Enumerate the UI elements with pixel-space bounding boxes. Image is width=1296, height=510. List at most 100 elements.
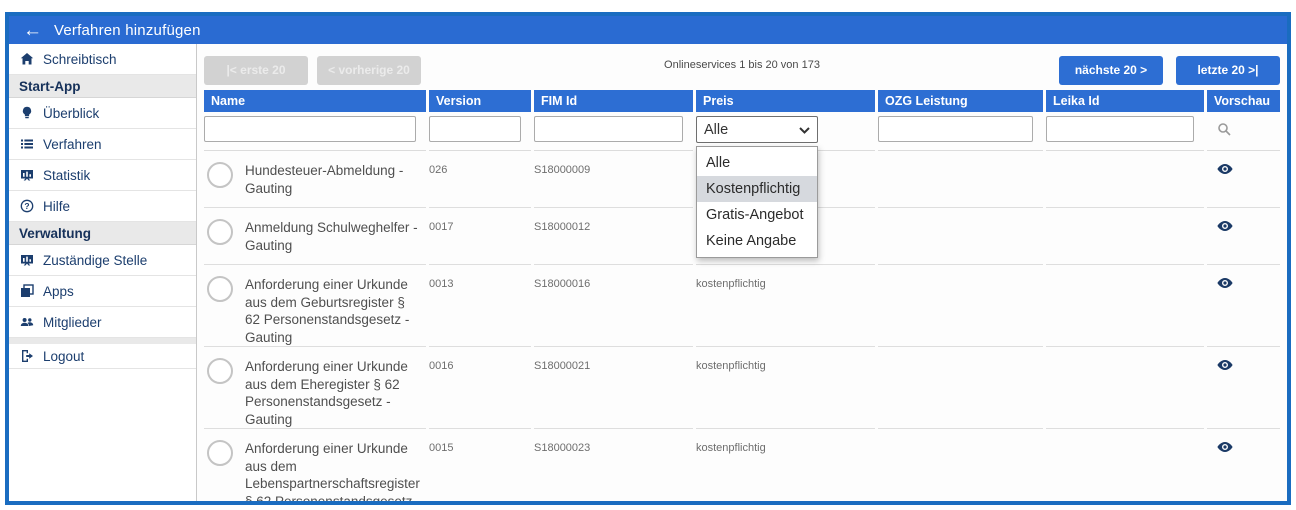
- service-name: Anforderung einer Urkunde aus dem Lebens…: [245, 441, 420, 505]
- version-filter-input[interactable]: [429, 116, 521, 142]
- fim-id-cell: S18000016: [534, 265, 693, 348]
- row-select-radio[interactable]: [207, 219, 233, 245]
- preis-cell: [696, 208, 875, 265]
- vorschau-cell: [1207, 151, 1280, 208]
- svg-text:?: ?: [24, 201, 29, 211]
- column-header-vorschau: Vorschau: [1207, 90, 1280, 112]
- column-header-preis: Preis: [696, 90, 875, 112]
- chart-icon: [19, 168, 34, 183]
- ozg-leistung-cell: [878, 151, 1043, 208]
- table-body: Hundesteuer-Abmeldung - Gauting 026 S180…: [204, 151, 1280, 505]
- sidebar-item-zust-ndige-stelle[interactable]: Zuständige Stelle: [9, 245, 196, 276]
- fim-id-cell: S18000012: [534, 208, 693, 265]
- sidebar-item-hilfe[interactable]: ? Hilfe: [9, 191, 196, 222]
- row-select-radio[interactable]: [207, 440, 233, 467]
- lightbulb-icon: [19, 106, 34, 121]
- table-header-row: Name Version FIM Id Preis OZG Leistung Leika …: [204, 90, 1280, 112]
- vorschau-cell: [1207, 347, 1280, 430]
- first-page-button[interactable]: |< erste 20: [204, 55, 308, 85]
- leika-id-cell: [1046, 208, 1204, 265]
- preis-cell: kostenpflichtig: [696, 265, 875, 348]
- version-cell: 0015: [429, 429, 531, 501]
- sidebar-item-berblick[interactable]: Überblick: [9, 98, 196, 129]
- preview-eye-icon[interactable]: [1217, 442, 1233, 456]
- sidebar-item-apps[interactable]: Apps: [9, 276, 196, 307]
- fim-id-filter-input[interactable]: [534, 116, 683, 142]
- table-row: Anforderung einer Urkunde aus dem Geburt…: [204, 265, 1280, 348]
- name-cell: Anforderung einer Urkunde aus dem Ehereg…: [204, 347, 426, 430]
- sidebar-item-label: Logout: [43, 348, 85, 364]
- filter-cell-name: [204, 112, 426, 151]
- column-header-leika-id: Leika Id: [1046, 90, 1204, 112]
- ozg-leistung-cell: [878, 208, 1043, 265]
- sidebar-item-logout[interactable]: Logout: [9, 338, 196, 369]
- sidebar-item-verfahren[interactable]: Verfahren: [9, 129, 196, 160]
- search-icon: [1217, 122, 1231, 141]
- version-cell: 0017: [429, 208, 531, 265]
- column-header-version: Version: [429, 90, 531, 112]
- name-cell: Anmeldung Schulweghelfer - Gauting: [204, 208, 426, 265]
- row-select-radio[interactable]: [207, 358, 233, 385]
- filter-cell-leika: [1046, 112, 1204, 151]
- help-icon: ?: [19, 199, 34, 214]
- version-cell: 0013: [429, 265, 531, 348]
- fim-id-cell: S18000021: [534, 347, 693, 430]
- last-page-button[interactable]: letzte 20 >|: [1176, 55, 1280, 85]
- apps-icon: [19, 284, 34, 299]
- sidebar-item-label: Apps: [43, 283, 74, 299]
- preis-option-gratis-angebot[interactable]: Gratis-Angebot: [706, 207, 804, 223]
- preis-option-keine-angabe[interactable]: Keine Angabe: [706, 233, 797, 249]
- service-name: Anmeldung Schulweghelfer - Gauting: [245, 220, 418, 253]
- column-header-name: Name: [204, 90, 426, 112]
- preview-eye-icon[interactable]: [1217, 278, 1233, 292]
- preview-eye-icon[interactable]: [1217, 164, 1233, 178]
- back-arrow-icon[interactable]: ←: [23, 19, 42, 41]
- app-header: ← Verfahren hinzufügen: [9, 16, 1287, 44]
- version-cell: 0016: [429, 347, 531, 430]
- preis-cell: kostenpflichtig: [696, 429, 875, 501]
- row-select-radio[interactable]: [207, 276, 233, 302]
- fim-id-cell: S18000023: [534, 429, 693, 501]
- version-cell: 026: [429, 151, 531, 208]
- table-filter-row: Alle Alle Kostenpflichtig Gratis-Angebot Ke…: [204, 112, 1280, 258]
- leika-filter-input[interactable]: [1046, 116, 1194, 142]
- service-name: Anforderung einer Urkunde aus dem Ehereg…: [245, 359, 408, 427]
- sidebar-item-mitglieder[interactable]: Mitglieder: [9, 307, 196, 338]
- preview-eye-icon[interactable]: [1217, 360, 1233, 374]
- vorschau-cell: [1207, 265, 1280, 348]
- leika-id-cell: [1046, 265, 1204, 348]
- pagination-bar: |< erste 20 < vorherige 20 Onlineservice…: [204, 50, 1280, 90]
- table-row: Hundesteuer-Abmeldung - Gauting 026 S180…: [204, 151, 1280, 208]
- sidebar-item-label: Verfahren: [43, 136, 102, 152]
- sidebar-item-statistik[interactable]: Statistik: [9, 160, 196, 191]
- sidebar-item-label: Statistik: [43, 167, 91, 183]
- prev-page-button[interactable]: < vorherige 20: [317, 55, 421, 85]
- sidebar-section-start-app: Start-App: [9, 75, 196, 98]
- column-header-ozg-leistung: OZG Leistung: [878, 90, 1043, 112]
- filter-cell-fim: [534, 112, 693, 151]
- ozg-leistung-cell: [878, 429, 1043, 501]
- ozg-filter-input[interactable]: [878, 116, 1033, 142]
- table-row: Anforderung einer Urkunde aus dem Ehereg…: [204, 347, 1280, 430]
- home-icon: [19, 52, 34, 67]
- preview-eye-icon[interactable]: [1217, 221, 1233, 235]
- next-page-button[interactable]: nächste 20 >: [1059, 55, 1163, 85]
- chart-icon: [19, 253, 34, 268]
- vorschau-cell: [1207, 429, 1280, 501]
- preis-option-alle[interactable]: Alle: [706, 155, 731, 171]
- preis-filter-select[interactable]: Alle: [696, 116, 818, 143]
- fim-id-cell: S18000009: [534, 151, 693, 208]
- leika-id-cell: [1046, 151, 1204, 208]
- logout-icon: [19, 349, 34, 364]
- sidebar-item-schreibtisch[interactable]: Schreibtisch: [9, 44, 196, 75]
- sidebar-item-label: Überblick: [43, 105, 100, 121]
- preis-option-kostenpflichtig[interactable]: Kostenpflichtig: [697, 176, 817, 202]
- name-filter-input[interactable]: [204, 116, 416, 142]
- row-select-radio[interactable]: [207, 162, 233, 188]
- ozg-leistung-cell: [878, 347, 1043, 430]
- leika-id-cell: [1046, 429, 1204, 501]
- list-icon: [19, 137, 34, 152]
- sidebar-item-label: Schreibtisch: [43, 51, 117, 67]
- ozg-leistung-cell: [878, 265, 1043, 348]
